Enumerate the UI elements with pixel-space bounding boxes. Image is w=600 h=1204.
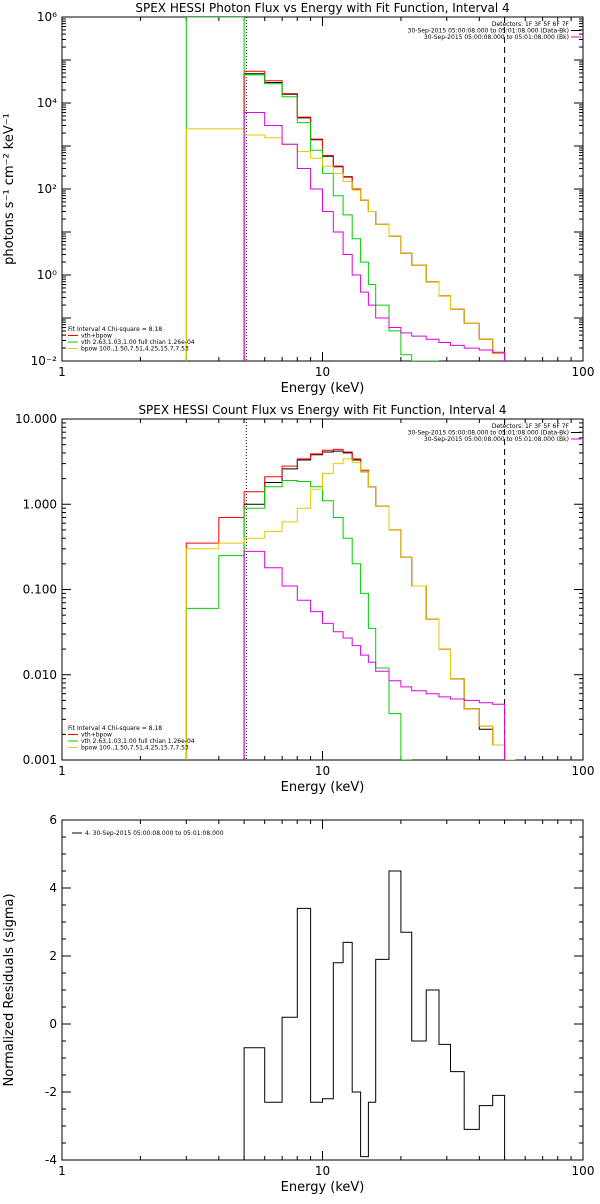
series-group <box>185 448 516 760</box>
legend_top_right-text: 30-Sep-2015 05:00:08.000 to 05:01:08.000… <box>408 28 569 35</box>
legend_bottom_left: Fit Interval 4 Chi-square = 8.18vth+bpow… <box>68 326 195 353</box>
legend_top_right-text: 30-Sep-2015 05:00:08.000 to 05:01:08.000… <box>424 34 569 41</box>
legend_top_right-text: Detectors: 1F 3F 5F 6F 7F <box>492 21 570 28</box>
y-tick-label: 4 <box>49 881 57 895</box>
legend_bottom_left-text: bpow 100.,1.50,7.51,4.25,15.7,7.53 <box>81 346 189 353</box>
legend_top_right-text: 30-Sep-2015 05:00:08.000 to 05:01:08.000… <box>424 436 569 443</box>
series-line-vth <box>185 17 439 361</box>
y-tick-label: 2 <box>49 949 57 963</box>
y-tick-label: 0 <box>49 1017 57 1031</box>
legend_bottom_left-text: vth 2.63,1.03,1.00 full chian 1.26e-04 <box>81 339 195 346</box>
chart-panel-2: SPEX HESSI Count Flux vs Energy with Fit… <box>15 403 594 795</box>
y-tick-label: 0.010 <box>23 668 57 682</box>
series-line-total <box>243 870 506 1160</box>
legend_top_right-text: 30-Sep-2015 05:00:08.000 to 05:01:08.000… <box>408 430 569 437</box>
x-tick-label: 1 <box>58 1164 66 1178</box>
y-axis-label: photons s⁻¹ cm⁻² keV⁻¹ <box>2 113 17 265</box>
series-line-fit <box>185 448 516 760</box>
series-line-bpow <box>185 128 506 361</box>
y-tick-label: -4 <box>45 1153 57 1167</box>
legend_top_left: 4. 30-Sep-2015 05:00:08.000 to 05:01:08.… <box>72 830 224 837</box>
y-tick-label: 10⁻² <box>31 354 58 368</box>
x-tick-label: 10 <box>315 764 330 778</box>
x-axis-label: Energy (keV) <box>281 381 365 396</box>
series-line-total <box>243 450 506 760</box>
series-line-vth <box>185 480 412 760</box>
legend_bottom_left-text: Fit Interval 4 Chi-square = 8.18 <box>68 326 162 333</box>
x-tick-label: 100 <box>572 1164 595 1178</box>
y-tick-label: -2 <box>45 1085 57 1099</box>
y-tick-label: 6 <box>49 813 57 827</box>
x-tick-label: 1 <box>58 764 66 778</box>
x-tick-label: 10 <box>315 1164 330 1178</box>
x-tick-label: 1 <box>58 365 66 379</box>
x-axis-label: Energy (keV) <box>281 780 365 795</box>
y-tick-label: 10² <box>37 182 57 196</box>
x-axis-label: Energy (keV) <box>281 1180 365 1195</box>
legend_bottom_left-text: bpow 100.,1.50,7.51,4.25,15.7,7.53 <box>81 745 189 752</box>
y-tick-label: 0.100 <box>23 583 57 597</box>
y-tick-label: 0.001 <box>23 753 57 767</box>
chart-panel-1: SPEX HESSI Photon Flux vs Energy with Fi… <box>2 1 594 396</box>
y-tick-label: 10⁰ <box>37 268 57 282</box>
series-line-fit <box>243 70 506 361</box>
legend_bottom_left-text: vth+bpow <box>81 333 112 340</box>
y-tick-label: 10⁶ <box>37 10 57 24</box>
series-line-bk <box>243 112 506 361</box>
series-line-total <box>243 73 506 361</box>
series-group <box>185 17 506 361</box>
y-tick-label: 10⁴ <box>37 96 57 110</box>
series-group <box>243 870 506 1160</box>
y-axis-label: Normalized Residuals (sigma) <box>2 893 17 1086</box>
chart-title: SPEX HESSI Count Flux vs Energy with Fit… <box>138 403 506 417</box>
chart-panel-3: 1 10 100 Energy (keV) -4 -2 0 2 4 6 Normalized Res… <box>2 813 594 1195</box>
legend_bottom_left-text: vth+bpow <box>81 732 112 739</box>
chart-title: SPEX HESSI Photon Flux vs Energy with Fi… <box>135 1 509 15</box>
series-line-bk <box>243 550 506 760</box>
legend_top_right-text: Detectors: 1F 3F 5F 6F 7F <box>492 423 570 430</box>
legend_top_left-text: 4. 30-Sep-2015 05:00:08.000 to 05:01:08.… <box>85 830 224 837</box>
legend_bottom_left: Fit Interval 4 Chi-square = 8.18vth+bpow… <box>68 725 195 752</box>
series-line-bpow <box>185 458 516 760</box>
y-tick-label: 1.000 <box>23 497 57 511</box>
y-tick-label: 10.000 <box>15 412 57 426</box>
legend_bottom_left-text: Fit Interval 4 Chi-square = 8.18 <box>68 725 162 732</box>
legend_bottom_left-text: vth 2.63,1.03,1.00 full chian 1.26e-04 <box>81 738 195 745</box>
x-tick-label: 100 <box>572 764 595 778</box>
x-tick-label: 100 <box>572 365 595 379</box>
x-tick-label: 10 <box>315 365 330 379</box>
